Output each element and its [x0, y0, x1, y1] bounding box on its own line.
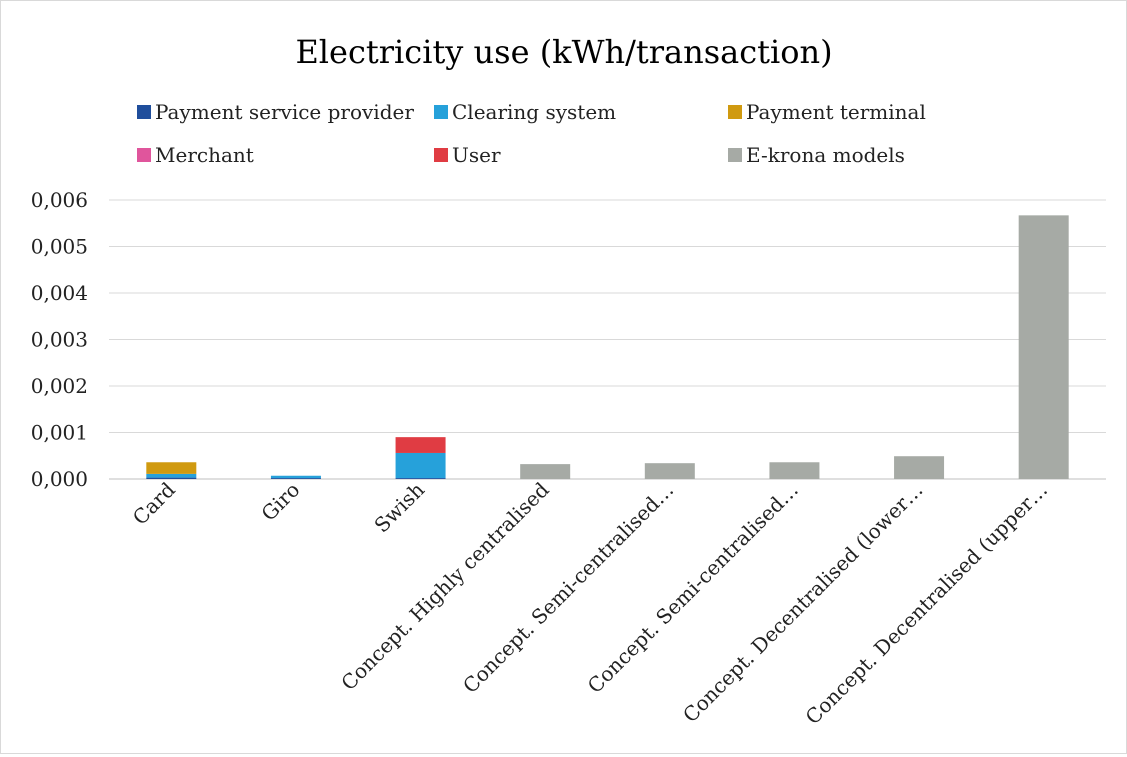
x-tick-label: Concept. Highly centralised [336, 477, 554, 695]
bar-segment [270, 475, 321, 479]
bar-segment [769, 462, 820, 479]
x-tick-label: Card [128, 477, 180, 529]
x-tick-label: Concept. Semi-centralised… [583, 478, 803, 698]
bar-segment [146, 473, 197, 478]
y-axis: 0,000 0,001 0,002 0,003 0,004 0,005 0,006 [31, 188, 88, 491]
x-tick-label: Concept. Decentralised (lower… [678, 478, 928, 728]
bar-segment [644, 463, 695, 479]
y-tick-label: 0,001 [31, 421, 88, 445]
y-tick-label: 0,004 [31, 281, 88, 305]
x-tick-label: Concept. Semi-centralised… [458, 478, 678, 698]
legend-swatch [434, 105, 448, 119]
legend-label: User [452, 143, 501, 167]
x-tick-label: Giro [256, 478, 304, 526]
chart-title: Electricity use (kWh/transaction) [295, 33, 832, 71]
bar-segment [1018, 215, 1069, 479]
legend-label: Payment terminal [746, 100, 926, 124]
y-tick-label: 0,003 [31, 328, 88, 352]
bar-segment [395, 478, 446, 479]
y-tick-label: 0,005 [31, 235, 88, 259]
legend: Payment service provider Clearing system P… [137, 100, 926, 167]
x-tick-label: Swish [369, 477, 429, 537]
gridlines [109, 199, 1106, 480]
bar-segment [395, 452, 446, 479]
bar-segment [146, 462, 197, 474]
bar-segment [520, 464, 571, 479]
legend-swatch [434, 148, 448, 162]
bar-segment [395, 437, 446, 453]
legend-label: Clearing system [452, 100, 616, 124]
legend-swatch [137, 148, 151, 162]
legend-label: E-krona models [746, 143, 905, 167]
legend-swatch [728, 148, 742, 162]
x-tick-label: Concept. Decentralised (upper… [801, 478, 1053, 730]
y-tick-label: 0,006 [31, 188, 88, 212]
bar-segment [270, 478, 321, 479]
legend-swatch [728, 105, 742, 119]
bars [146, 215, 1069, 479]
y-tick-label: 0,002 [31, 374, 88, 398]
legend-swatch [137, 105, 151, 119]
bar-segment [146, 477, 197, 479]
y-tick-label: 0,000 [31, 467, 88, 491]
bar-segment [894, 456, 945, 479]
legend-label: Payment service provider [155, 100, 414, 124]
legend-label: Merchant [155, 143, 254, 167]
